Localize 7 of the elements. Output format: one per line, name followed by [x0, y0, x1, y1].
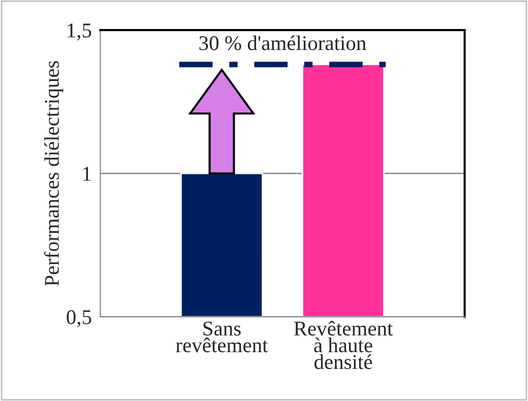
- x-tick-label: Revêtement à haute densité: [294, 320, 393, 370]
- y-tick-label: 0,5: [66, 310, 92, 328]
- y-axis-title: Performances diélectriques: [44, 61, 64, 286]
- ref-line-label: 30 % d'amélioration: [199, 36, 366, 50]
- y-tick-label: 1,5: [68, 24, 92, 41]
- x-tick-label: Sans revêtement: [176, 322, 268, 352]
- y-tick-label: 1: [83, 166, 91, 181]
